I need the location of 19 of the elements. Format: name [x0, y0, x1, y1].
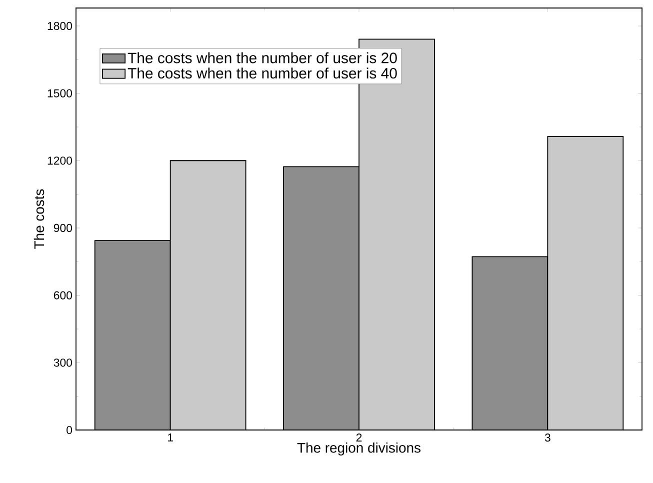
y-tick-label: 1800: [48, 22, 72, 30]
x-tick-label: 2: [356, 434, 362, 442]
y-tick-label: 0: [66, 426, 72, 434]
x-axis-title: The region divisions: [297, 442, 420, 456]
y-axis-title: The costs: [34, 189, 44, 249]
bar: [547, 136, 624, 430]
y-tick-label: 1500: [48, 89, 72, 98]
y-tick-label: 300: [54, 358, 72, 367]
x-tick-label: 1: [168, 434, 173, 442]
y-tick-label: 600: [54, 291, 72, 300]
legend-label: The costs when the number of user is 40: [128, 68, 397, 79]
y-tick-label: 1200: [48, 156, 72, 165]
bar: [284, 166, 360, 430]
x-tick-label: 3: [544, 434, 550, 442]
bar: [94, 240, 171, 430]
legend-label: The costs when the number of user is 20: [128, 52, 397, 64]
bar: [170, 160, 246, 430]
bar: [472, 256, 548, 430]
y-tick-label: 900: [54, 224, 72, 232]
